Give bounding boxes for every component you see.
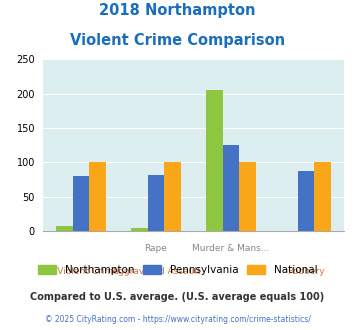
Text: Rape: Rape — [144, 244, 168, 253]
Bar — [223, 145, 239, 231]
Bar — [73, 176, 89, 231]
Bar — [148, 175, 164, 231]
Bar — [89, 162, 106, 231]
Bar — [314, 162, 331, 231]
Text: Compared to U.S. average. (U.S. average equals 100): Compared to U.S. average. (U.S. average … — [31, 292, 324, 302]
Bar — [164, 162, 181, 231]
Bar — [131, 228, 148, 231]
Bar — [297, 171, 314, 231]
Text: Murder & Mans...: Murder & Mans... — [192, 244, 270, 253]
Legend: Northampton, Pennsylvania, National: Northampton, Pennsylvania, National — [33, 261, 322, 280]
Text: Violent Crime Comparison: Violent Crime Comparison — [70, 33, 285, 48]
Bar — [206, 90, 223, 231]
Text: All Violent Crime: All Violent Crime — [43, 267, 119, 276]
Text: Aggravated Assault: Aggravated Assault — [112, 267, 200, 276]
Text: © 2025 CityRating.com - https://www.cityrating.com/crime-statistics/: © 2025 CityRating.com - https://www.city… — [45, 315, 310, 324]
Text: 2018 Northampton: 2018 Northampton — [99, 3, 256, 18]
Text: Robbery: Robbery — [287, 267, 325, 276]
Bar — [239, 162, 256, 231]
Bar — [56, 226, 73, 231]
